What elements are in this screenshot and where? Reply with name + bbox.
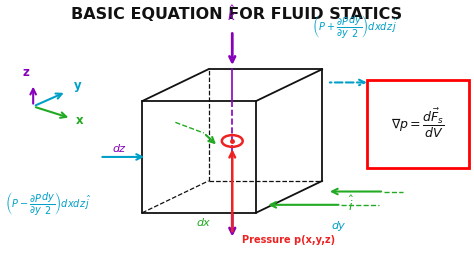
Text: y: y — [73, 79, 81, 92]
Text: dz: dz — [112, 144, 125, 154]
Text: dy: dy — [332, 221, 346, 231]
Bar — [367, 80, 469, 168]
Text: x: x — [76, 114, 83, 127]
Text: z: z — [23, 66, 29, 79]
Text: dx: dx — [197, 218, 211, 228]
Text: Pressure p(x,y,z): Pressure p(x,y,z) — [242, 235, 335, 246]
Text: BASIC EQUATION FOR FLUID STATICS: BASIC EQUATION FOR FLUID STATICS — [72, 7, 402, 22]
Text: $\hat{k}$: $\hat{k}$ — [228, 5, 237, 24]
Text: $\nabla p = \dfrac{d\vec{F}_s}{dV}$: $\nabla p = \dfrac{d\vec{F}_s}{dV}$ — [392, 107, 445, 140]
Text: $\left(P+\dfrac{\partial P}{\partial y}\dfrac{dy}{2}\right)dxdz\,\hat{j}$: $\left(P+\dfrac{\partial P}{\partial y}\… — [312, 13, 399, 40]
Text: $\left(P-\dfrac{\partial P}{\partial y}\dfrac{dy}{2}\right)dxdz\,\hat{j}$: $\left(P-\dfrac{\partial P}{\partial y}\… — [5, 190, 91, 217]
Text: $\hat{i}$: $\hat{i}$ — [348, 195, 354, 214]
